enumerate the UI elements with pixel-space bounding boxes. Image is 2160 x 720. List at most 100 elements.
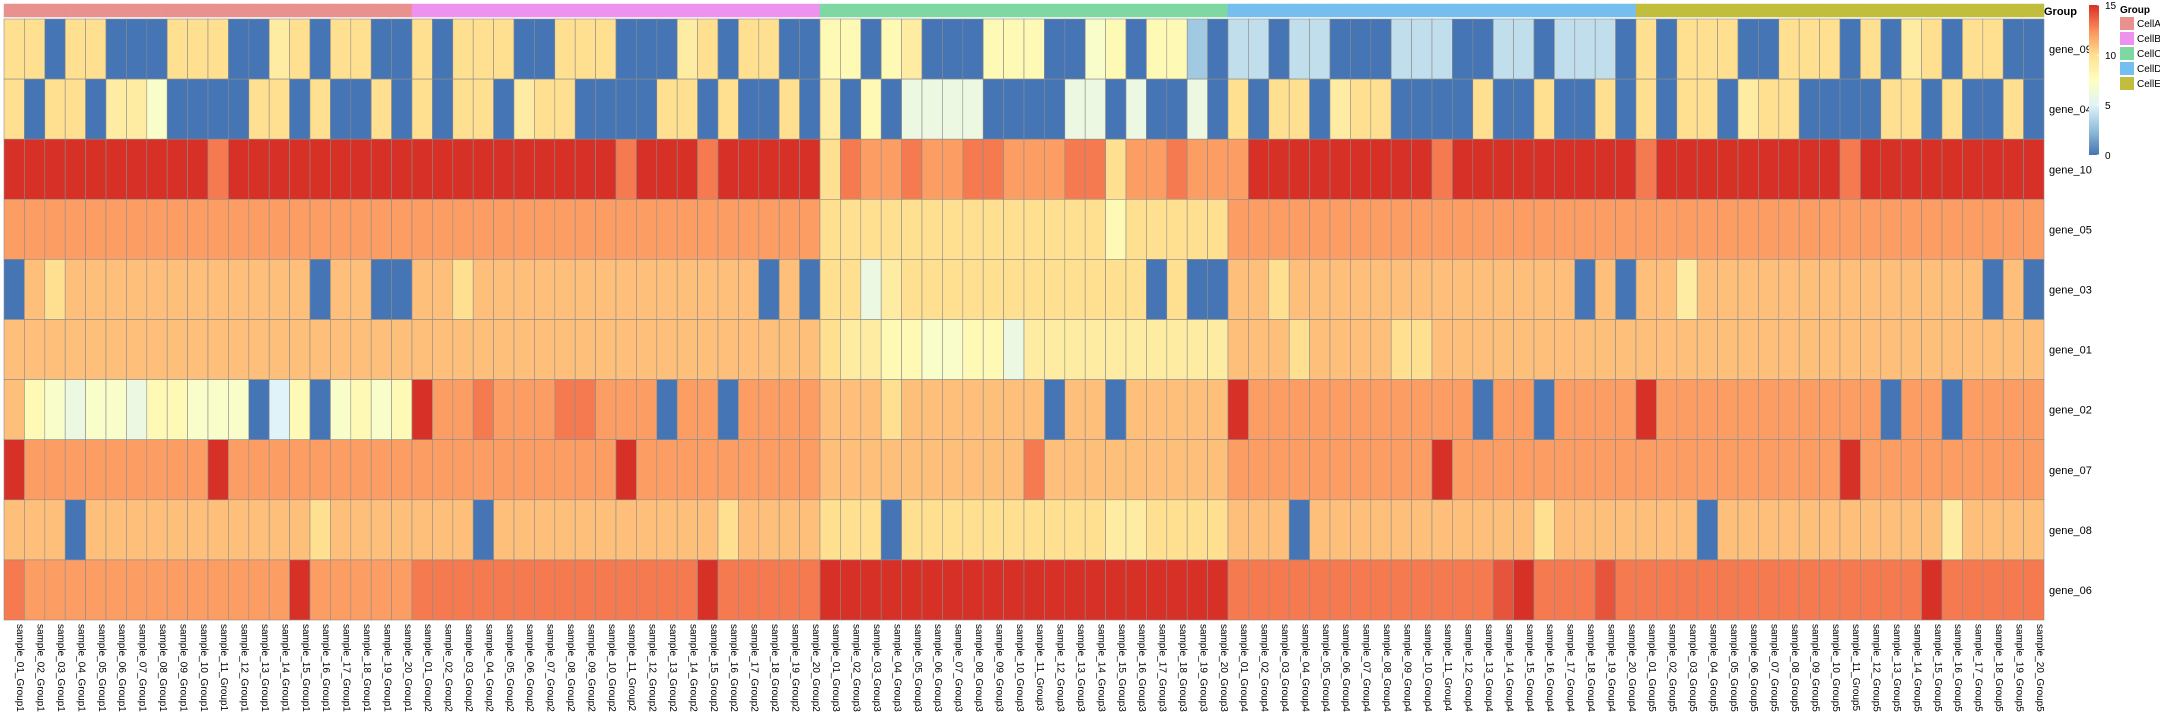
annotation-cell bbox=[1798, 3, 1820, 18]
heatmap-cell bbox=[350, 78, 372, 140]
heatmap-cell bbox=[1309, 439, 1331, 501]
heatmap-cell bbox=[1329, 319, 1351, 380]
heatmap-cell bbox=[432, 18, 454, 80]
heatmap-cell bbox=[1370, 319, 1392, 380]
heatmap-cell bbox=[1023, 319, 1045, 380]
heatmap-cell bbox=[1044, 439, 1066, 501]
column-label: sample_17_Group2 bbox=[749, 624, 760, 712]
heatmap-cell bbox=[676, 379, 698, 441]
heatmap-cell bbox=[860, 379, 882, 441]
column-label: sample_17_Group3 bbox=[1157, 624, 1168, 712]
heatmap-cell bbox=[146, 379, 168, 441]
column-label: sample_19_Group3 bbox=[1197, 624, 1208, 712]
annotation-cell bbox=[1003, 3, 1025, 18]
heatmap-cell bbox=[166, 18, 188, 80]
heatmap-cell bbox=[1248, 199, 1270, 260]
heatmap-cell bbox=[1207, 559, 1229, 621]
heatmap-cell bbox=[717, 499, 739, 561]
heatmap-cell bbox=[758, 78, 780, 140]
heatmap-cell bbox=[187, 138, 209, 200]
heatmap-cell bbox=[982, 138, 1004, 200]
heatmap-cell bbox=[1023, 199, 1045, 260]
annotation-cell bbox=[615, 3, 637, 18]
column-label: sample_06_Group4 bbox=[1340, 624, 1351, 712]
heatmap-cell bbox=[1288, 439, 1310, 501]
heatmap-cell bbox=[44, 439, 66, 501]
heatmap-cell bbox=[1003, 439, 1025, 501]
heatmap-cell bbox=[24, 319, 46, 380]
heatmap-cell bbox=[1554, 78, 1576, 140]
column-label: sample_18_Group4 bbox=[1585, 624, 1596, 712]
heatmap-cell bbox=[656, 78, 678, 140]
heatmap-cell bbox=[1411, 199, 1433, 260]
heatmap-cell bbox=[126, 78, 148, 140]
heatmap-cell bbox=[1554, 138, 1576, 200]
annotation-cell bbox=[1656, 3, 1678, 18]
heatmap-cell bbox=[1186, 18, 1208, 80]
annotation-cell bbox=[1472, 3, 1494, 18]
heatmap-cell bbox=[64, 78, 86, 140]
heatmap-cell bbox=[1452, 439, 1474, 501]
heatmap-cell bbox=[1900, 319, 1922, 380]
heatmap-cell bbox=[1329, 499, 1351, 561]
heatmap-cell bbox=[656, 18, 678, 80]
heatmap-cell bbox=[880, 319, 902, 380]
heatmap-cell bbox=[595, 18, 617, 80]
heatmap-cell bbox=[901, 499, 923, 561]
annotation-cell bbox=[1615, 3, 1637, 18]
heatmap-cell bbox=[44, 379, 66, 441]
heatmap-cell bbox=[1554, 439, 1576, 501]
heatmap-cell bbox=[248, 78, 270, 140]
column-label: sample_13_Group4 bbox=[1483, 624, 1494, 712]
heatmap-cell bbox=[1900, 259, 1922, 320]
heatmap-cell bbox=[472, 199, 494, 260]
heatmap-cell bbox=[1594, 559, 1616, 621]
heatmap-cell bbox=[676, 138, 698, 200]
heatmap-cell bbox=[452, 18, 474, 80]
heatmap-cell bbox=[860, 319, 882, 380]
heatmap-cell bbox=[1656, 439, 1678, 501]
heatmap-cell bbox=[64, 138, 86, 200]
heatmap-cell bbox=[1737, 78, 1759, 140]
heatmap-cell bbox=[982, 439, 1004, 501]
color-scale-tick-label: 0 bbox=[2105, 151, 2111, 162]
heatmap-cell bbox=[64, 199, 86, 260]
heatmap-cell bbox=[1146, 138, 1168, 200]
heatmap-cell bbox=[819, 138, 841, 200]
heatmap-cell bbox=[697, 138, 719, 200]
heatmap-cell bbox=[1207, 499, 1229, 561]
heatmap-cell bbox=[1615, 199, 1637, 260]
column-label: sample_07_Group3 bbox=[953, 624, 964, 712]
heatmap-cell bbox=[1900, 439, 1922, 501]
heatmap-cell bbox=[1982, 499, 2004, 561]
heatmap-cell bbox=[2002, 439, 2024, 501]
heatmap-cell bbox=[1411, 379, 1433, 441]
heatmap-cell bbox=[1350, 138, 1372, 200]
heatmap-cell bbox=[1574, 78, 1596, 140]
heatmap-cell bbox=[1166, 439, 1188, 501]
heatmap-cell bbox=[248, 379, 270, 441]
heatmap-cell bbox=[1207, 78, 1229, 140]
heatmap-cell bbox=[1778, 78, 1800, 140]
heatmap-cell bbox=[1513, 559, 1535, 621]
heatmap-cell bbox=[370, 379, 392, 441]
heatmap-cell bbox=[840, 18, 862, 80]
heatmap-cell bbox=[1431, 439, 1453, 501]
heatmap-cell bbox=[493, 138, 515, 200]
heatmap-cell bbox=[921, 138, 943, 200]
heatmap-cell bbox=[1207, 439, 1229, 501]
heatmap-cell bbox=[309, 439, 331, 501]
heatmap-cell bbox=[187, 499, 209, 561]
heatmap-cell bbox=[85, 319, 107, 380]
heatmap-cell bbox=[758, 259, 780, 320]
column-label: sample_06_Group2 bbox=[524, 624, 535, 712]
heatmap-cell bbox=[1574, 439, 1596, 501]
heatmap-cell bbox=[1166, 18, 1188, 80]
heatmap-cell bbox=[432, 138, 454, 200]
heatmap-cell bbox=[615, 439, 637, 501]
heatmap-cell bbox=[3, 199, 25, 260]
row-label: gene_07 bbox=[2049, 465, 2092, 477]
heatmap-cell bbox=[1064, 199, 1086, 260]
annotation-cell bbox=[105, 3, 127, 18]
heatmap-cell bbox=[758, 379, 780, 441]
